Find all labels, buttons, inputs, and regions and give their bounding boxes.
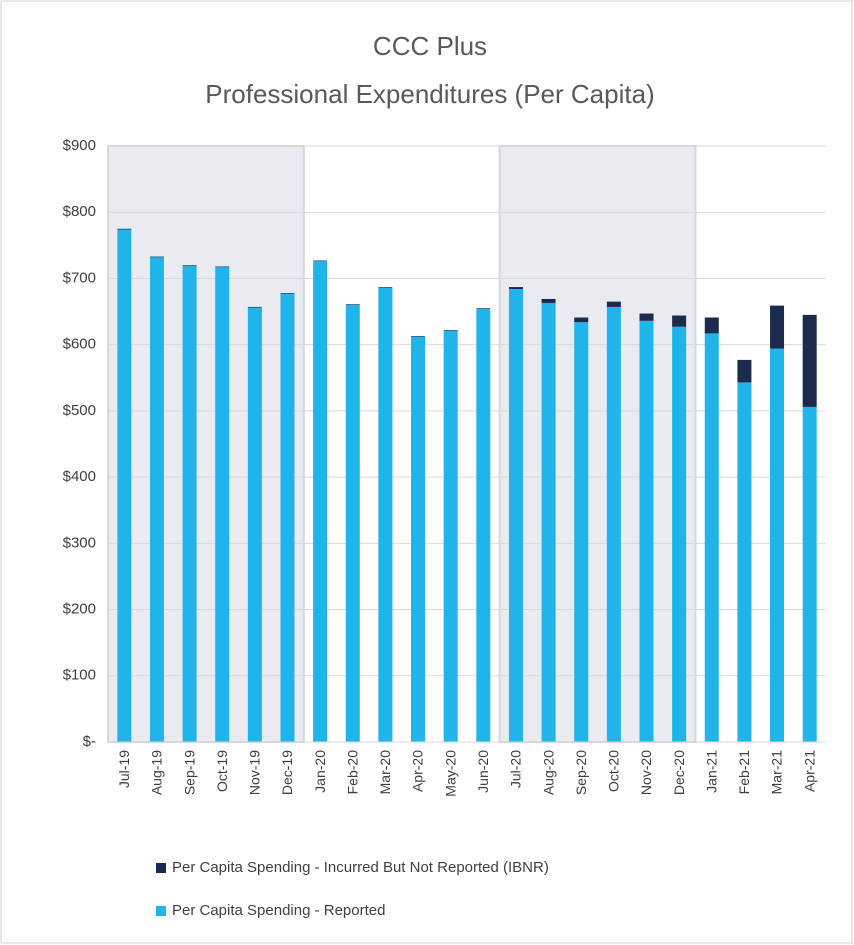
x-tick-label: Aug-19 xyxy=(149,750,165,795)
y-tick-label: $300 xyxy=(63,534,96,551)
legend-swatch xyxy=(156,863,166,873)
shaded-band xyxy=(498,145,697,743)
bar-segment xyxy=(117,228,132,230)
x-tick-label: Jul-20 xyxy=(508,750,524,788)
x-tick-label: Mar-21 xyxy=(769,750,785,795)
bar-segment xyxy=(541,298,556,303)
bar-segment xyxy=(443,330,458,742)
bar-segment xyxy=(606,306,621,742)
bar-segment xyxy=(639,320,654,742)
bar-segment xyxy=(704,333,719,742)
bar-segment xyxy=(704,317,719,334)
legend-label: Per Capita Spending - Reported xyxy=(172,902,385,919)
bar-segment xyxy=(541,302,556,742)
y-tick-label: $- xyxy=(83,733,96,750)
x-tick-label: Feb-21 xyxy=(736,750,752,795)
y-tick-label: $600 xyxy=(63,336,96,353)
bar-segment xyxy=(574,322,589,742)
x-tick-label: Oct-20 xyxy=(606,750,622,792)
x-tick-label: Dec-20 xyxy=(671,750,687,795)
bar-segment xyxy=(378,287,393,742)
x-tick-label: Mar-20 xyxy=(377,750,393,795)
bar-segment xyxy=(672,315,687,327)
chart-subtitle: Professional Expenditures (Per Capita) xyxy=(205,79,654,109)
x-tick-label: Sep-20 xyxy=(573,750,589,795)
x-tick-label: Oct-19 xyxy=(214,750,230,792)
bar-segment xyxy=(508,289,523,742)
x-tick-label: Nov-19 xyxy=(247,750,263,795)
y-tick-label: $400 xyxy=(63,468,96,485)
bar-segment xyxy=(737,359,752,383)
bar-segment xyxy=(411,336,426,337)
x-tick-label: Jan-20 xyxy=(312,750,328,793)
shaded-band xyxy=(107,145,305,743)
x-tick-label: May-20 xyxy=(442,750,458,797)
bar-segment xyxy=(247,307,262,742)
x-tick-label: Dec-19 xyxy=(279,750,295,795)
bar-segment xyxy=(476,308,491,742)
y-tick-label: $700 xyxy=(63,269,96,286)
y-tick-label: $800 xyxy=(63,203,96,220)
bar-segment xyxy=(606,301,621,307)
bar-segment xyxy=(639,313,654,321)
bar-segment xyxy=(737,382,752,742)
bar-segment xyxy=(313,261,328,742)
y-tick-label: $900 xyxy=(63,137,96,154)
bar-segment xyxy=(378,287,393,288)
bar-segment xyxy=(117,229,132,742)
y-tick-label: $200 xyxy=(63,601,96,618)
bar-segment xyxy=(280,293,295,294)
x-tick-label: Sep-19 xyxy=(181,750,197,795)
bar-segment xyxy=(149,257,164,742)
x-tick-label: Jan-21 xyxy=(703,750,719,793)
bar-segment xyxy=(443,330,458,331)
bar-segment xyxy=(476,308,491,309)
bar-segment xyxy=(574,317,589,323)
legend-label: Per Capita Spending - Incurred But Not R… xyxy=(172,859,549,876)
x-tick-label: Jun-20 xyxy=(475,750,491,793)
bar-segment xyxy=(345,304,360,305)
bar-segment xyxy=(247,306,262,308)
legend-swatch xyxy=(156,906,166,916)
x-tick-label: Apr-20 xyxy=(410,750,426,792)
bar-segment xyxy=(345,304,360,742)
bar-segment xyxy=(215,266,230,268)
bar-segment xyxy=(215,267,230,742)
bar-segment xyxy=(770,305,785,349)
y-tick-label: $100 xyxy=(63,667,96,684)
bar-segment xyxy=(411,336,426,742)
bar-segment xyxy=(182,265,197,266)
x-tick-label: Apr-21 xyxy=(801,750,817,792)
bar-segment xyxy=(508,287,523,290)
bar-segment xyxy=(802,314,817,407)
bar-segment xyxy=(313,260,328,262)
bar-segment xyxy=(672,326,687,742)
x-tick-label: Nov-20 xyxy=(638,750,654,795)
bar-segment xyxy=(182,265,197,742)
bar-segment xyxy=(802,406,817,742)
y-tick-label: $500 xyxy=(63,402,96,419)
bar-segment xyxy=(149,256,164,258)
x-tick-label: Aug-20 xyxy=(540,750,556,795)
bar-segment xyxy=(770,348,785,742)
x-tick-label: Feb-20 xyxy=(344,750,360,795)
bar-segment xyxy=(280,293,295,742)
x-tick-label: Jul-19 xyxy=(116,750,132,788)
chart-title: CCC Plus xyxy=(373,31,487,61)
